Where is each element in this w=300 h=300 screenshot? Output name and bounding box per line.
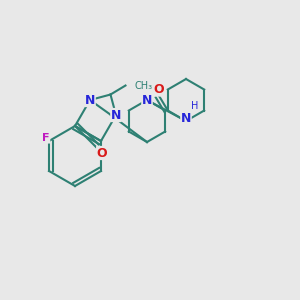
Text: CH₃: CH₃	[134, 80, 153, 91]
Text: N: N	[111, 109, 121, 122]
Text: O: O	[154, 83, 164, 96]
Text: N: N	[85, 94, 95, 106]
Text: N: N	[142, 94, 152, 106]
Text: N: N	[181, 112, 191, 124]
Text: O: O	[97, 146, 107, 160]
Text: H: H	[191, 101, 199, 111]
Text: F: F	[42, 133, 50, 143]
